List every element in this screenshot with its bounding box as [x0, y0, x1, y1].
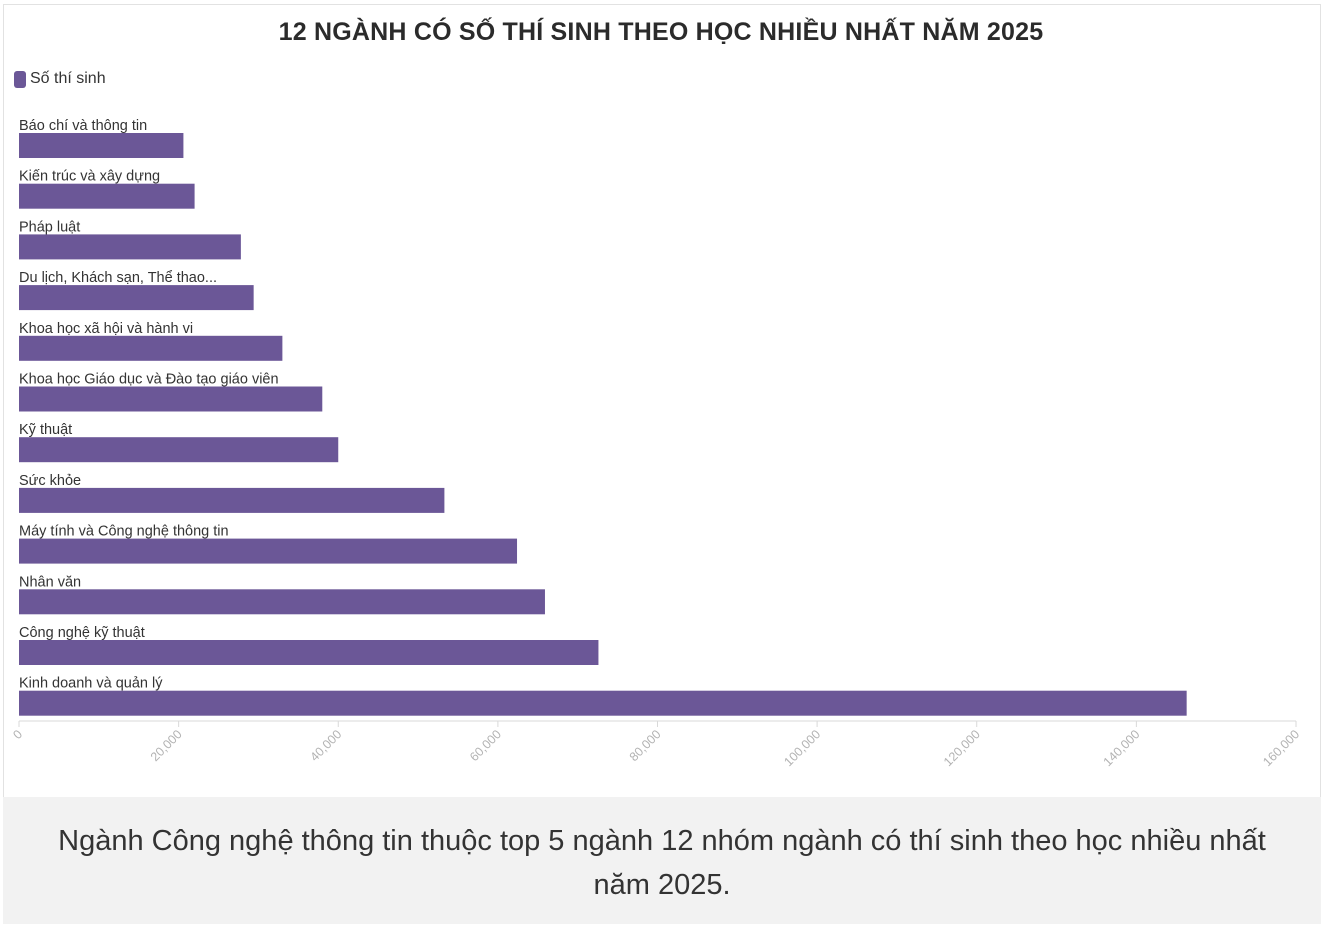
bar: [19, 183, 195, 209]
category-label: Nhân văn: [19, 574, 81, 590]
x-tick-label: 140,000: [1101, 727, 1143, 769]
legend-label: Số thí sinh: [30, 70, 106, 87]
bar: [19, 487, 445, 513]
x-tick-label: 20,000: [148, 727, 185, 764]
legend: Số thí sinh: [14, 70, 106, 88]
bar: [19, 285, 254, 311]
x-tick-label: 160,000: [1260, 727, 1302, 769]
bar: [19, 234, 241, 260]
bar: [19, 589, 545, 615]
bar: [19, 133, 184, 158]
x-tick-label: 100,000: [781, 727, 823, 769]
caption: Ngành Công nghệ thông tin thuộc top 5 ng…: [3, 797, 1321, 924]
category-label: Sức khỏe: [19, 473, 81, 489]
legend-swatch: [14, 70, 26, 88]
category-label: Kiến trúc và xây dựng: [19, 169, 160, 185]
category-label: Kinh doanh và quản lý: [19, 676, 163, 692]
category-label: Báo chí và thông tin: [19, 118, 147, 134]
category-label: Kỹ thuật: [19, 422, 72, 438]
category-label: Pháp luật: [19, 219, 80, 235]
category-label: Công nghệ kỹ thuật: [19, 625, 145, 641]
x-tick-label: 0: [10, 727, 25, 742]
category-label: Khoa học Giáo dục và Đào tạo giáo viên: [19, 372, 279, 388]
bar: [19, 386, 323, 412]
bar: [19, 437, 339, 463]
bar: [19, 640, 599, 665]
bar-chart: Báo chí và thông tin Kiến trúc và xây dựn…: [10, 118, 1302, 769]
x-tick-label: 60,000: [467, 727, 504, 764]
x-tick-label: 80,000: [627, 727, 664, 764]
bar: [19, 690, 1187, 716]
bar: [19, 538, 518, 564]
x-tick-label: 40,000: [307, 727, 344, 764]
chart-title: 12 NGÀNH CÓ SỐ THÍ SINH THEO HỌC NHIỀU N…: [278, 18, 1044, 46]
category-label: Khoa học xã hội và hành vi: [19, 321, 193, 337]
x-tick-label: 120,000: [941, 727, 983, 769]
category-label: Du lịch, Khách sạn, Thể thao...: [19, 270, 217, 286]
category-label: Máy tính và Công nghệ thông tin: [19, 524, 229, 540]
chart-frame: [3, 4, 1321, 924]
bar: [19, 335, 283, 361]
